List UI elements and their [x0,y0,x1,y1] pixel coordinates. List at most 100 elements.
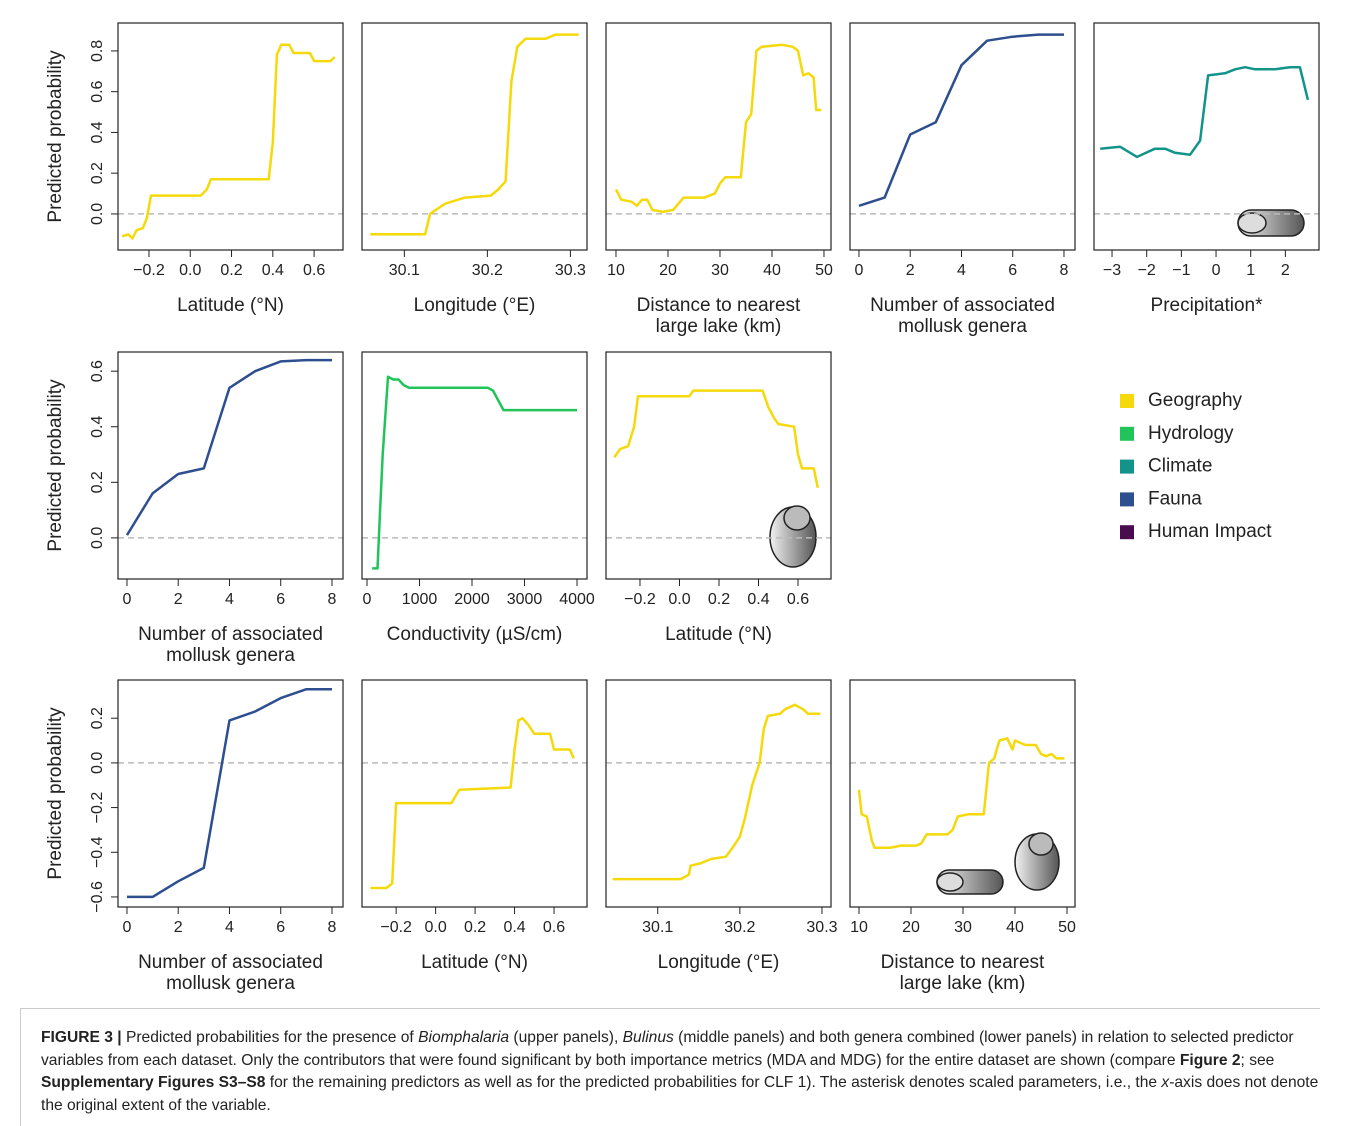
x-tick-label: 30.2 [724,919,755,936]
plot-frame [606,680,831,907]
plot-frame [362,680,587,907]
x-tick-label: 0.0 [424,919,446,936]
y-tick-label: 0.6 [89,80,106,102]
x-tick-label: −0.2 [380,919,412,936]
caption-text: Supplementary Figures S3–S8 [41,1074,265,1091]
legend-swatch [1120,460,1134,474]
x-axis-label: large lake (km) [656,316,782,337]
y-tick-label: 0.6 [89,360,106,382]
y-tick-label: −0.4 [89,836,106,868]
x-tick-label: 20 [902,919,920,936]
x-tick-label: 6 [276,591,285,608]
data-line [372,377,577,569]
caption-text: for the remaining predictors as well as … [265,1074,1161,1091]
x-tick-label: −3 [1103,262,1121,279]
y-tick-label: 0.4 [89,121,106,143]
data-line [859,738,1064,848]
x-tick-label: 0.6 [543,919,565,936]
caption-text: ; see [1241,1052,1275,1069]
x-tick-label: 2 [174,919,183,936]
x-tick-label: 2000 [454,591,490,608]
x-tick-label: 0.6 [303,262,325,279]
x-tick-label: −1 [1172,262,1190,279]
plot-frame [362,352,587,579]
legend-label: Climate [1148,456,1212,477]
x-tick-label: 0 [123,919,132,936]
data-line [122,45,335,239]
x-tick-label: −0.2 [624,591,656,608]
page: −0.2 0.0 0.2 0.4 0.6 0.0 0.2 0.4 0.6 0.8 Latitude … [0,0,1355,1126]
x-axis-label: Number of associated [138,624,323,645]
legend-swatch [1120,525,1134,539]
x-axis-label: Distance to nearest [881,952,1045,973]
data-line [613,705,821,879]
x-tick-label: 10 [607,262,625,279]
x-tick-label: 40 [1006,919,1024,936]
x-tick-label: 6 [276,919,285,936]
caption-text: Predicted probabilities for the presence… [122,1029,418,1046]
x-tick-label: 0 [855,262,864,279]
x-tick-label: 0.4 [262,262,284,279]
x-tick-label: −2 [1138,262,1156,279]
y-tick-label: 0.8 [89,40,106,62]
x-tick-label: 0 [123,591,132,608]
legend-swatch [1120,427,1134,441]
x-tick-label: 4000 [559,591,595,608]
legend-swatch [1120,394,1134,408]
data-line [127,689,332,897]
y-axis-label: Predicted probability [45,379,66,552]
x-tick-label: 1000 [402,591,438,608]
legend-label: Hydrology [1148,423,1234,444]
x-axis-label: mollusk genera [166,645,295,666]
y-tick-label: 0.4 [89,416,106,438]
x-axis-label: Latitude (°N) [665,624,772,645]
x-tick-label: 2 [1281,262,1290,279]
plot-frame [362,23,587,250]
x-tick-label: 0 [363,591,372,608]
x-axis-label: Longitude (°E) [414,295,536,316]
data-line [370,35,578,235]
x-tick-label: 20 [659,262,677,279]
y-tick-label: 0.0 [89,203,106,225]
x-axis-label: Latitude (°N) [421,952,528,973]
x-tick-label: 2 [174,591,183,608]
x-tick-label: 4 [225,591,234,608]
x-tick-label: 10 [850,919,868,936]
y-tick-label: −0.2 [89,792,106,824]
y-tick-label: 0.2 [89,162,106,184]
x-axis-label: Number of associated [138,952,323,973]
x-tick-label: 1 [1246,262,1255,279]
data-line [1100,67,1308,157]
y-axis-label: Predicted probability [45,50,66,223]
y-tick-label: 0.2 [89,471,106,493]
data-line [371,718,574,888]
data-line [614,391,818,488]
y-axis-label: Predicted probability [45,707,66,880]
x-tick-label: 0.2 [220,262,242,279]
x-axis-label: mollusk genera [898,316,1027,337]
x-tick-label: 3000 [507,591,543,608]
x-tick-label: 30.1 [389,262,420,279]
x-tick-label: 30.1 [642,919,673,936]
x-tick-label: 40 [763,262,781,279]
x-tick-label: 4 [225,919,234,936]
data-line [127,360,332,535]
x-tick-label: 0.0 [179,262,201,279]
x-tick-label: 50 [1058,919,1076,936]
x-tick-label: 30 [711,262,729,279]
caption-text: Bulinus [623,1029,674,1046]
legend-swatch [1120,492,1134,506]
x-tick-label: 0.4 [503,919,525,936]
x-axis-label: Distance to nearest [637,295,801,316]
x-tick-label: 30.3 [555,262,586,279]
figure: −0.2 0.0 0.2 0.4 0.6 0.0 0.2 0.4 0.6 0.8 Latitude … [0,0,1355,1008]
x-tick-label: 8 [328,919,337,936]
x-axis-label: Conductivity (µS/cm) [387,624,563,645]
y-tick-label: 0.0 [89,752,106,774]
x-tick-label: 0.6 [787,591,809,608]
x-tick-label: 0.2 [464,919,486,936]
x-tick-label: 0.2 [708,591,730,608]
x-tick-label: 50 [815,262,833,279]
caption-text: Figure 2 [1180,1052,1241,1069]
x-tick-label: 8 [1060,262,1069,279]
